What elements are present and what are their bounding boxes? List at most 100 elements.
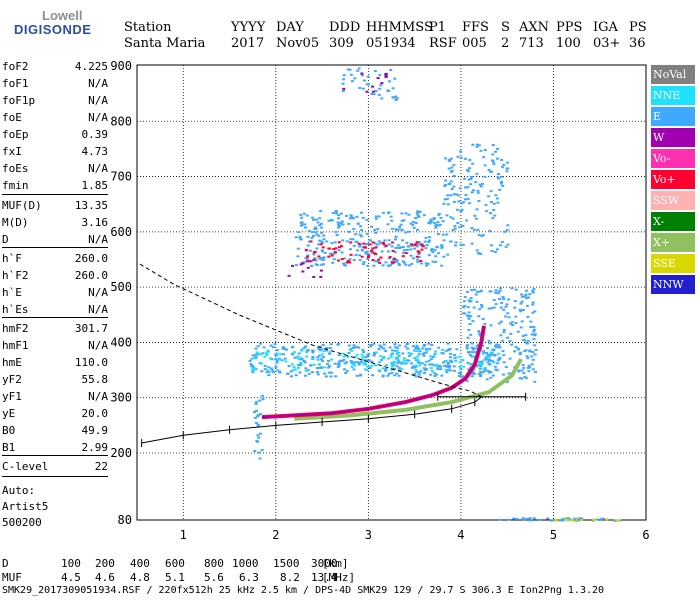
echo-point [320, 258, 324, 261]
echo-point [355, 345, 359, 348]
echo-point [406, 347, 410, 350]
echo-point [414, 222, 418, 225]
param-value: 20.0 [81, 407, 109, 420]
echo-point [471, 162, 475, 165]
y-tick-label: 500 [110, 280, 132, 294]
echo-point [433, 374, 437, 377]
echo-point [412, 366, 416, 369]
echo-point [463, 295, 467, 298]
echo-point [465, 345, 469, 348]
echo-point [459, 210, 463, 213]
echo-point [370, 343, 374, 346]
echo-point [254, 403, 258, 406]
echo-point [307, 372, 311, 375]
echo-point [489, 190, 493, 193]
echo-point [423, 240, 427, 243]
echo-point [355, 249, 359, 252]
echo-point [251, 364, 255, 367]
echo-point [513, 350, 517, 353]
echo-point [319, 269, 323, 272]
echo-point [479, 289, 483, 292]
echo-point [462, 300, 466, 303]
echo-point [526, 342, 530, 345]
echo-point [387, 90, 391, 93]
echo-point [265, 352, 269, 355]
echo-point [267, 371, 271, 374]
echo-point [529, 320, 533, 323]
echo-point [361, 356, 365, 359]
echo-point [377, 240, 381, 243]
echo-point [358, 233, 362, 236]
echo-point [410, 366, 414, 369]
echo-point [363, 368, 367, 371]
echo-point [360, 353, 364, 356]
echo-point [417, 251, 421, 254]
echo-point [461, 201, 465, 204]
echo-point [254, 356, 258, 359]
echo-point [382, 355, 386, 358]
echo-point [448, 183, 452, 186]
header-value-0: Santa Maria [124, 36, 206, 51]
echo-point [496, 176, 500, 179]
echo-point [271, 369, 275, 372]
echo-point [314, 231, 318, 234]
echo-point [350, 361, 354, 364]
echo-point [256, 415, 260, 418]
echo-point [550, 519, 554, 522]
param-name: foEs [2, 162, 29, 175]
param-value: 260.0 [74, 252, 108, 265]
echo-point [492, 361, 496, 364]
echo-point [319, 366, 323, 369]
echo-point [352, 344, 356, 347]
echo-point [451, 217, 455, 220]
echo-point [325, 347, 329, 350]
echo-point [528, 349, 532, 352]
header-col-1: YYYY [231, 20, 266, 35]
echo-point [466, 169, 470, 172]
echo-point [388, 256, 392, 259]
echo-point [449, 369, 453, 372]
echo-point [575, 519, 579, 522]
echo-point [471, 320, 475, 323]
echo-point [476, 228, 480, 231]
echo-point [340, 220, 344, 223]
echo-point [342, 368, 346, 371]
echo-point [476, 191, 480, 194]
echo-point [396, 361, 400, 364]
echo-point [365, 232, 369, 235]
echo-point [318, 257, 322, 260]
echo-point [263, 364, 267, 367]
echo-point [305, 260, 309, 263]
digisonde-logo: Lowell DIGISONDE [6, 8, 116, 56]
echo-point [399, 246, 403, 249]
param-name: B0 [2, 424, 16, 437]
echo-point [392, 360, 396, 363]
echo-point [371, 374, 375, 377]
echo-point [407, 245, 411, 248]
echo-point [317, 354, 321, 357]
echo-point [491, 153, 495, 156]
echo-point [251, 354, 255, 357]
echo-point [305, 214, 309, 217]
echo-point [515, 517, 519, 520]
echo-point [254, 347, 258, 350]
echo-point [345, 361, 349, 364]
echo-point [334, 375, 338, 378]
echo-point [507, 518, 511, 521]
echo-point [379, 355, 383, 358]
echo-point [489, 352, 493, 355]
echo-point [442, 202, 446, 205]
echo-point [323, 251, 327, 254]
echo-point [336, 221, 340, 224]
header-col-11: PS [629, 20, 647, 35]
echo-point [429, 218, 433, 221]
echo-point [299, 238, 303, 241]
echo-point [326, 359, 330, 362]
echo-point [595, 518, 599, 521]
echo-point [465, 380, 469, 383]
echo-point [348, 348, 352, 351]
echo-point [525, 304, 529, 307]
echo-point [560, 518, 564, 521]
echo-point [483, 175, 487, 178]
echo-point [472, 368, 476, 371]
